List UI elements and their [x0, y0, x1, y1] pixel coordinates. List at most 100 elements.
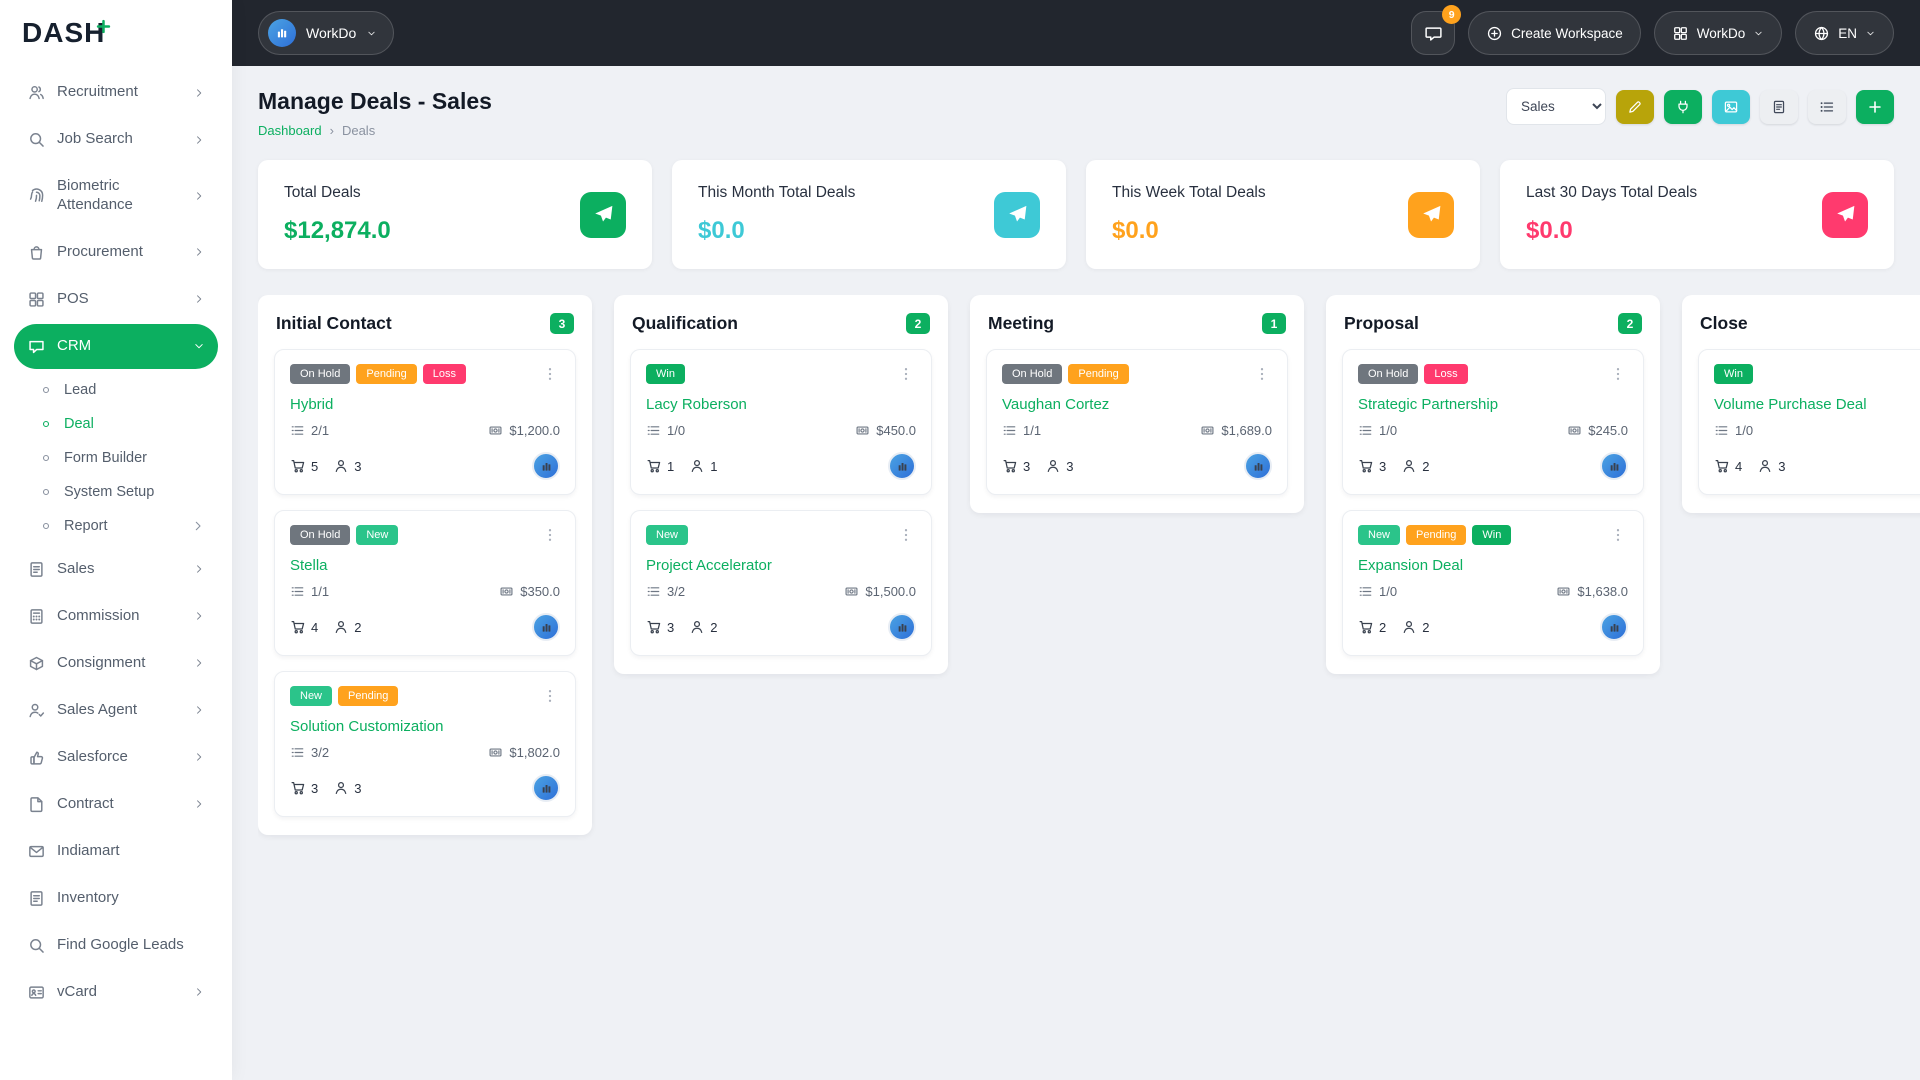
- assignee-avatar[interactable]: [888, 613, 916, 641]
- sidebar-item-sales[interactable]: Sales: [14, 547, 218, 592]
- deal-card-project-accelerator[interactable]: New Project Accelerator 3/2 $1,500.0 3 2: [630, 510, 932, 656]
- sidebar-item-consignment[interactable]: Consignment: [14, 641, 218, 686]
- column-header: Close: [1698, 311, 1920, 334]
- status-badge-on-hold: On Hold: [1358, 364, 1419, 384]
- card-menu-button[interactable]: [540, 364, 560, 384]
- list-view-button[interactable]: [1808, 89, 1846, 124]
- search-icon: [27, 936, 46, 955]
- cart-icon: [1714, 458, 1730, 474]
- pencil-icon: [1627, 99, 1643, 115]
- deal-name-link[interactable]: Project Accelerator: [646, 557, 772, 574]
- card-menu-button[interactable]: [540, 525, 560, 545]
- card-info-row: 1/0 $245.0: [1358, 423, 1628, 438]
- sidebar-item-commission[interactable]: Commission: [14, 594, 218, 639]
- sidebar-subitem-lead[interactable]: Lead: [26, 373, 218, 407]
- language-button[interactable]: EN: [1795, 11, 1894, 55]
- circle-bullet-icon: [39, 417, 53, 431]
- topbar-actions: 9 Create Workspace WorkDo EN: [1411, 5, 1894, 55]
- sidebar-item-inventory[interactable]: Inventory: [14, 876, 218, 921]
- card-menu-button[interactable]: [540, 686, 560, 706]
- mail-icon: [27, 842, 46, 861]
- deal-name-link[interactable]: Lacy Roberson: [646, 396, 747, 413]
- building-icon: [896, 621, 909, 634]
- chevron-right-icon: [193, 751, 205, 763]
- assignee-avatar[interactable]: [888, 452, 916, 480]
- deal-card-expansion-deal[interactable]: New Pending Win Expansion Deal 1/0 $1,638.0 2 2: [1342, 510, 1644, 656]
- sidebar-item-label: Salesforce: [57, 747, 128, 765]
- money-icon: [855, 423, 870, 438]
- sidebar-item-label: Biometric Attendance: [57, 177, 133, 213]
- deal-card-lacy-roberson[interactable]: Win Lacy Roberson 1/0 $450.0 1 1: [630, 349, 932, 495]
- media-button[interactable]: [1712, 89, 1750, 124]
- deal-name-link[interactable]: Strategic Partnership: [1358, 396, 1499, 413]
- sidebar-subitem-form-builder[interactable]: Form Builder: [26, 441, 218, 475]
- sidebar-item-find-google-leads[interactable]: Find Google Leads: [14, 923, 218, 968]
- breadcrumb-current: Deals: [341, 123, 376, 138]
- deal-card-volume-purchase-deal[interactable]: Win Volume Purchase Deal 1/0 4 3: [1698, 349, 1920, 495]
- sidebar-item-contract[interactable]: Contract: [14, 782, 218, 827]
- sidebar-item-salesforce[interactable]: Salesforce: [14, 735, 218, 780]
- deal-name-link[interactable]: Expansion Deal: [1358, 557, 1464, 574]
- app-logo[interactable]: DASH: [0, 0, 232, 66]
- sidebar-item-vcard[interactable]: vCard: [14, 970, 218, 1015]
- sidebar-subitem-deal[interactable]: Deal: [26, 407, 218, 441]
- assignee-avatar[interactable]: [532, 774, 560, 802]
- create-workspace-button[interactable]: Create Workspace: [1468, 11, 1641, 55]
- assignee-avatar[interactable]: [532, 452, 560, 480]
- column-header: Proposal 2: [1342, 311, 1644, 334]
- deal-card-strategic-partnership[interactable]: On Hold Loss Strategic Partnership 1/0 $245.…: [1342, 349, 1644, 495]
- sidebar-item-procurement[interactable]: Procurement: [14, 230, 218, 275]
- sidebar-item-indiamart[interactable]: Indiamart: [14, 829, 218, 874]
- card-menu-button[interactable]: [1608, 525, 1628, 545]
- deal-card-vaughan-cortez[interactable]: On Hold Pending Vaughan Cortez 1/1 $1,689.0 3…: [986, 349, 1288, 495]
- workspace-switcher[interactable]: WorkDo: [258, 11, 395, 55]
- deal-tasks: 3/2: [290, 745, 329, 760]
- badge-row: On Hold Pending Loss: [290, 364, 466, 384]
- sidebar-item-job-search[interactable]: Job Search: [14, 117, 218, 162]
- card-menu-button[interactable]: [896, 364, 916, 384]
- pipeline-select[interactable]: Sales: [1506, 88, 1606, 125]
- deal-name-link[interactable]: Solution Customization: [290, 718, 444, 735]
- export-button[interactable]: [1760, 89, 1798, 124]
- add-deal-button[interactable]: [1856, 89, 1894, 124]
- deal-name-link[interactable]: Stella: [290, 557, 328, 574]
- deal-name-link[interactable]: Hybrid: [290, 396, 334, 413]
- assignee-avatar[interactable]: [1600, 613, 1628, 641]
- sidebar-item-label: Contract: [57, 794, 114, 812]
- stat-card-last-30-days-total-deals: Last 30 Days Total Deals $0.0: [1500, 160, 1894, 269]
- sidebar-subitem-label: Lead: [64, 381, 97, 398]
- sidebar-subitem-report[interactable]: Report: [26, 509, 218, 543]
- sidebar-item-biometric-attendance[interactable]: Biometric Attendance: [14, 164, 218, 228]
- kanban-column-proposal: Proposal 2 On Hold Loss Strategic Partnershi…: [1326, 295, 1660, 674]
- card-menu-button[interactable]: [1608, 364, 1628, 384]
- deal-tasks: 1/0: [646, 423, 685, 438]
- sidebar-item-label: Indiamart: [57, 841, 120, 859]
- user-menu-button[interactable]: WorkDo: [1653, 11, 1783, 55]
- deal-card-solution-customization[interactable]: New Pending Solution Customization 3/2 $1,80…: [274, 671, 576, 817]
- deal-name-link[interactable]: Volume Purchase Deal: [1714, 396, 1867, 413]
- sidebar-item-recruitment[interactable]: Recruitment: [14, 70, 218, 115]
- chevron-right-icon: [193, 704, 205, 716]
- deal-name-link[interactable]: Vaughan Cortez: [1002, 396, 1110, 413]
- label-button[interactable]: [1616, 89, 1654, 124]
- deal-products-count: 3: [646, 619, 674, 635]
- dots-vertical-icon: [1254, 366, 1270, 382]
- sidebar-subitem-system-setup[interactable]: System Setup: [26, 475, 218, 509]
- integrations-button[interactable]: [1664, 89, 1702, 124]
- assignee-avatar[interactable]: [1244, 452, 1272, 480]
- card-menu-button[interactable]: [896, 525, 916, 545]
- messages-button[interactable]: 9: [1411, 5, 1462, 55]
- money-icon: [1556, 584, 1571, 599]
- badge-row: Win: [1714, 364, 1753, 384]
- card-menu-button[interactable]: [1252, 364, 1272, 384]
- sidebar-item-sales-agent[interactable]: Sales Agent: [14, 688, 218, 733]
- breadcrumb-dashboard-link[interactable]: Dashboard: [258, 123, 322, 138]
- assignee-avatar[interactable]: [1600, 452, 1628, 480]
- deal-card-hybrid[interactable]: On Hold Pending Loss Hybrid 2/1 $1,200.0 5 3: [274, 349, 576, 495]
- deal-card-stella[interactable]: On Hold New Stella 1/1 $350.0 4 2: [274, 510, 576, 656]
- deal-products-count: 3: [1358, 458, 1386, 474]
- sidebar-item-pos[interactable]: POS: [14, 277, 218, 322]
- assignee-avatar[interactable]: [532, 613, 560, 641]
- sidebar-item-crm[interactable]: CRM: [14, 323, 218, 369]
